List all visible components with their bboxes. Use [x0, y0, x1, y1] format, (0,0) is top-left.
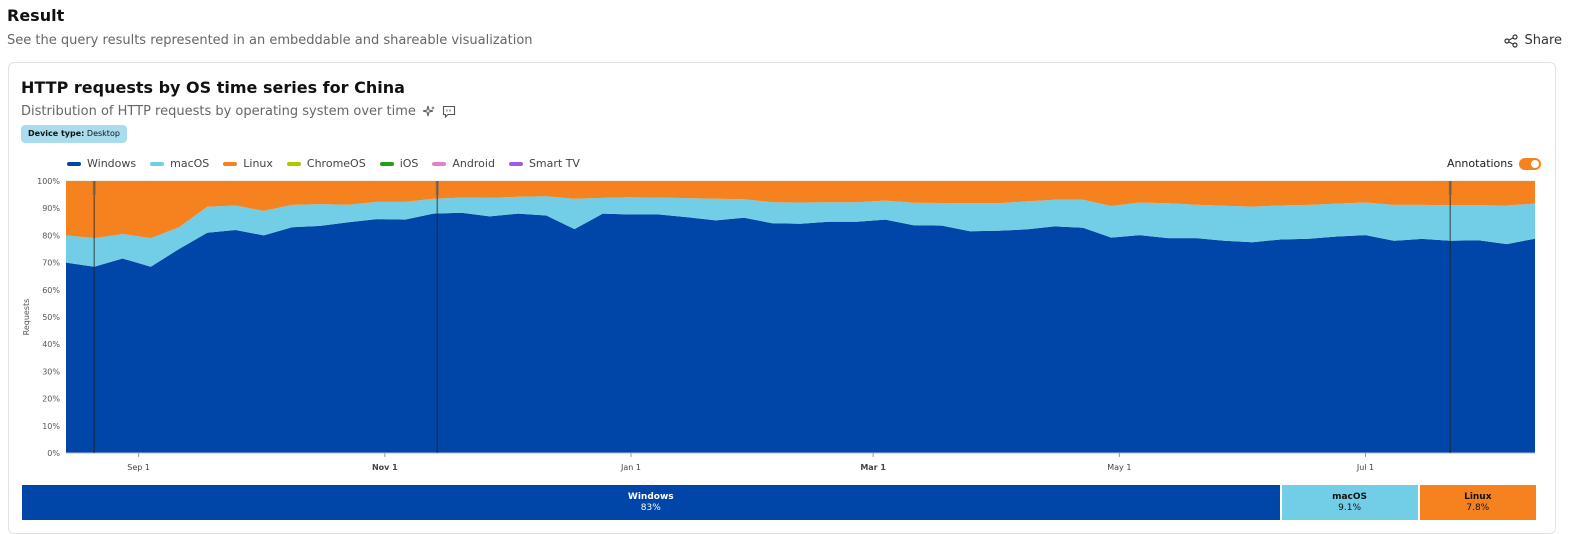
annotations-label: Annotations [1446, 157, 1513, 170]
legend-item-macos[interactable]: macOS [150, 157, 209, 170]
legend-item-android[interactable]: Android [432, 157, 495, 170]
annotations-toggle[interactable] [1519, 157, 1541, 170]
legend-label: Smart TV [528, 157, 580, 170]
summary-segment-percent: 83% [640, 502, 661, 513]
x-tick-label: Jan 1 [620, 463, 641, 472]
legend-swatch [286, 161, 301, 166]
legend-label: macOS [170, 157, 210, 170]
area-linux [66, 181, 1535, 239]
legend-label: ChromeOS [306, 157, 366, 170]
legend-swatch [379, 161, 394, 166]
y-tick-label: 40% [42, 340, 60, 349]
annotation-marker [92, 181, 96, 195]
summary-segment-linux[interactable]: Linux 7.8% [1419, 485, 1536, 520]
y-tick-label: 30% [42, 367, 60, 376]
legend-label: Android [452, 157, 495, 170]
legend-item-linux[interactable]: Linux [223, 157, 273, 170]
legend-swatch [67, 161, 81, 166]
y-tick-label: 20% [42, 395, 60, 404]
device-type-filter-badge[interactable]: Device type: Desktop [21, 125, 127, 143]
legend-swatch [223, 161, 238, 166]
x-tick-label: Mar 1 [860, 463, 886, 472]
summary-segment-name: Windows [627, 491, 674, 502]
legend-swatch [508, 161, 523, 166]
legend-label: Windows [87, 157, 137, 170]
y-tick-label: 0% [47, 449, 60, 458]
summary-segment-name: macOS [1332, 491, 1368, 502]
x-tick-label: Jul 1 [1356, 463, 1374, 472]
legend-swatch [150, 161, 165, 166]
badge-value: Desktop [86, 129, 120, 138]
comment-icon[interactable] [442, 105, 456, 119]
y-axis-label: Requests [22, 299, 31, 336]
chart-title: HTTP requests by OS time series for Chin… [21, 78, 405, 97]
chart-subtitle-row: Distribution of HTTP requests by operati… [21, 104, 456, 120]
result-header: Result See the query results represented… [7, 6, 1574, 49]
legend-label: iOS [399, 157, 419, 170]
y-tick-label: 10% [42, 422, 60, 431]
x-tick-label: Sep 1 [127, 463, 150, 472]
summary-segment-windows[interactable]: Windows 83% [22, 485, 1280, 520]
annotation-marker [435, 181, 439, 195]
sparkle-icon[interactable] [422, 105, 436, 119]
y-tick-label: 60% [42, 286, 60, 295]
legend-item-windows[interactable]: Windows [67, 157, 136, 170]
y-tick-label: 50% [42, 313, 60, 322]
annotation-marker [1448, 181, 1452, 195]
legend-item-chromeos[interactable]: ChromeOS [286, 157, 366, 170]
legend-label: Linux [243, 157, 273, 170]
legend-swatch [432, 161, 447, 166]
share-icon [1504, 33, 1519, 48]
share-label: Share [1524, 33, 1562, 48]
x-tick-label: May 1 [1107, 463, 1131, 472]
summary-segment-macos[interactable]: macOS 9.1% [1281, 485, 1418, 520]
y-tick-label: 90% [42, 204, 60, 213]
y-tick-label: 70% [42, 259, 60, 268]
legend-item-ios[interactable]: iOS [379, 157, 419, 170]
y-tick-label: 80% [42, 231, 60, 240]
x-tick-label: Nov 1 [372, 463, 398, 472]
area-windows [66, 212, 1535, 453]
annotations-control: Annotations [1447, 157, 1541, 170]
share-button[interactable]: Share [1504, 33, 1562, 48]
legend-item-smart-tv[interactable]: Smart TV [508, 157, 580, 170]
area-macos [66, 196, 1535, 267]
summary-segment-name: Linux [1464, 491, 1492, 502]
badge-key: Device type: [28, 129, 85, 138]
result-title: Result [7, 6, 65, 25]
result-subtitle: See the query results represented in an … [7, 33, 533, 48]
summary-segment-percent: 9.1% [1338, 502, 1362, 513]
chart-subtitle: Distribution of HTTP requests by operati… [21, 104, 416, 119]
y-tick-label: 100% [37, 177, 60, 186]
summary-segment-percent: 7.8% [1466, 502, 1490, 513]
chart-legend: Windows macOS Linux ChromeOS iOS Android Smart… [67, 157, 580, 170]
